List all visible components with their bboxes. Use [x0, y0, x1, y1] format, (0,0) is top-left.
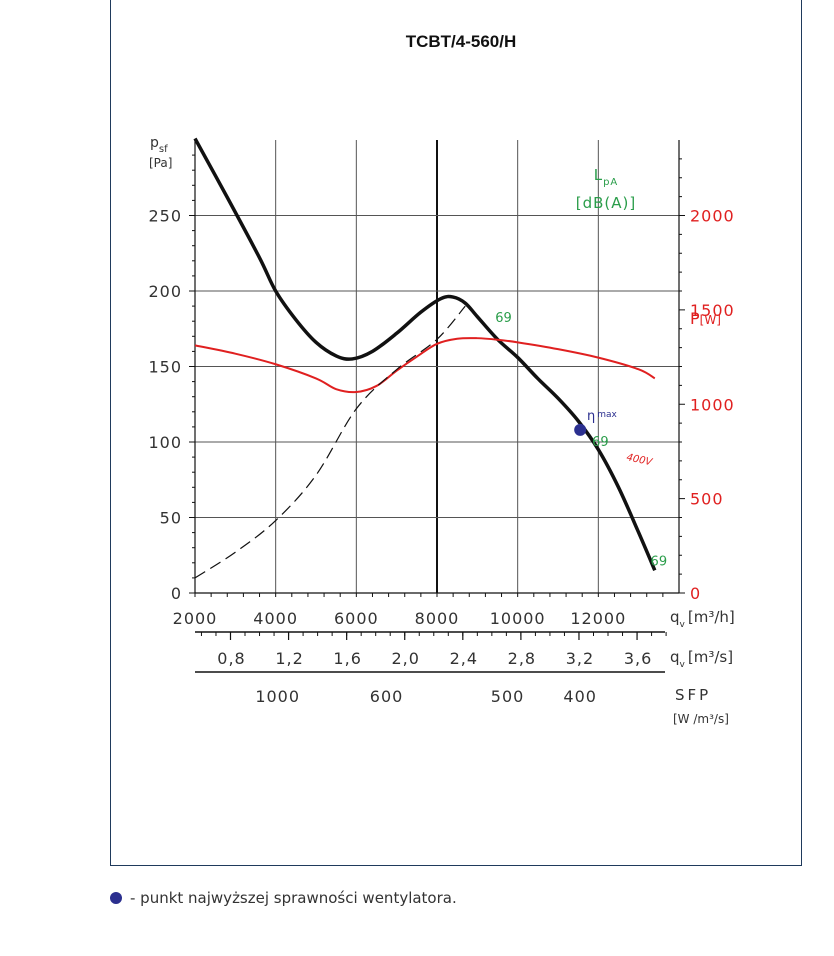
x-tick-label: 8000 [415, 609, 460, 628]
noise-label: LpA [594, 166, 619, 188]
left-tick-label: 150 [148, 358, 182, 377]
sfp-unit: [W /m³/s] [673, 712, 729, 726]
x2-tick-label: 0,8 [217, 649, 245, 668]
chart-frame [110, 0, 802, 866]
x-tick-label: 12000 [570, 609, 626, 628]
right-tick-label: 1000 [690, 395, 735, 414]
right-tick-label: 1500 [690, 301, 735, 320]
x2-tick-label: 2,4 [450, 649, 478, 668]
noise-labels: 69 69 69 [495, 311, 667, 569]
sfp-label: SFP [675, 686, 711, 704]
right-axis-ticks: 0 500 1000 1500 2000 [679, 158, 735, 603]
x2-tick-label: 3,2 [566, 649, 594, 668]
noise-value-label: 69 [651, 554, 668, 569]
fan-performance-chart: TCBT/4-560/H 0 50 100 150 200 250 0 500 1000 150… [148, 32, 735, 726]
x2-tick-label: 2,0 [392, 649, 420, 668]
left-tick-label: 250 [148, 207, 182, 226]
x-tick-label: 10000 [490, 609, 546, 628]
x-tick-label: 4000 [253, 609, 298, 628]
sfp-tick-label: 1000 [255, 687, 300, 706]
x2-tick-label: 1,2 [275, 649, 303, 668]
power-curve [194, 337, 656, 394]
left-tick-label: 50 [160, 509, 182, 528]
power-series-label: 400V [625, 452, 654, 468]
x2-axis-ticks: 0,8 1,2 1,6 2,0 2,4 2,8 3,2 3,6 [200, 632, 667, 668]
right-tick-label: 0 [690, 584, 701, 603]
x-tick-label: 2000 [173, 609, 218, 628]
left-tick-label: 200 [148, 282, 182, 301]
blue-dot-icon [110, 892, 122, 904]
sfp-axis-ticks: 1000 600 500 400 [255, 687, 597, 706]
y-left-unit: [Pa] [149, 156, 172, 170]
legend-text: - punkt najwyższej sprawności wentylator… [130, 889, 457, 907]
sfp-tick-label: 600 [370, 687, 404, 706]
noise-value-label: 69 [495, 311, 512, 326]
x2-tick-label: 1,6 [333, 649, 361, 668]
x2-tick-label: 2,8 [508, 649, 536, 668]
right-tick-label: 2000 [690, 207, 735, 226]
efficiency-point [574, 423, 587, 436]
x-axis-label: qv [m³/h] [670, 608, 735, 630]
right-tick-label: 500 [690, 490, 724, 509]
sfp-tick-label: 500 [491, 687, 525, 706]
x-axis-ticks: 2000 4000 6000 8000 10000 12000 [173, 593, 664, 628]
chart-series [193, 137, 657, 579]
legend: - punkt najwyższej sprawności wentylator… [110, 889, 457, 907]
eta-max-label: η max [587, 409, 618, 424]
noise-value-label: 69 [592, 435, 609, 450]
chart-grid [195, 140, 679, 593]
system-curve [194, 305, 466, 579]
left-axis-ticks: 0 50 100 150 200 250 [148, 154, 195, 603]
y-left-label: psf [150, 135, 168, 155]
noise-unit: [dB(A)] [576, 194, 636, 212]
pressure-curve [193, 137, 657, 572]
sfp-tick-label: 400 [563, 687, 597, 706]
y-right-label: P[W] [690, 309, 721, 328]
left-tick-label: 100 [148, 433, 182, 452]
x2-axis-label: qv [m³/s] [670, 648, 733, 670]
chart-title: TCBT/4-560/H [406, 32, 517, 51]
x-tick-label: 6000 [334, 609, 379, 628]
left-tick-label: 0 [171, 584, 182, 603]
x2-tick-label: 3,6 [624, 649, 652, 668]
